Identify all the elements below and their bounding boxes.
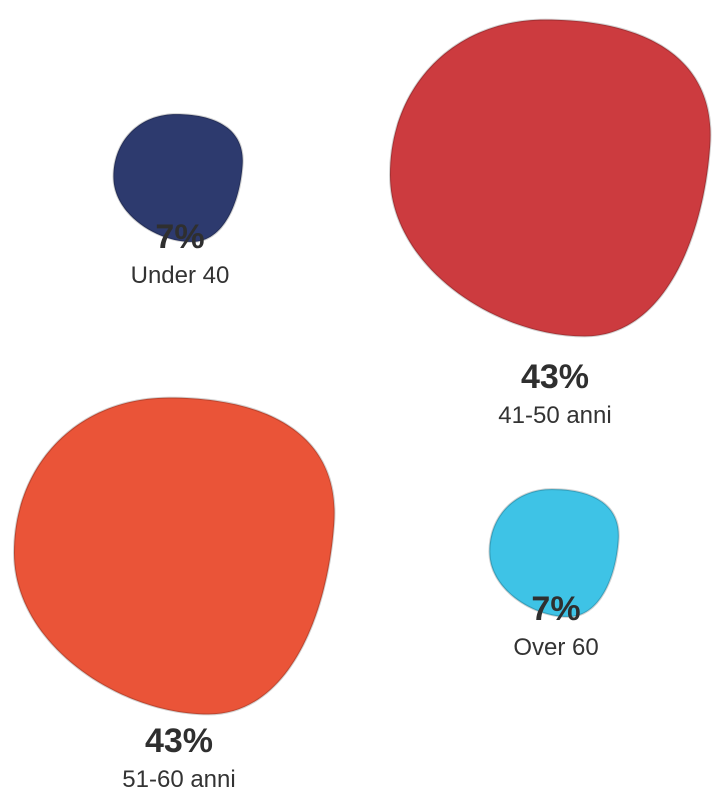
bubble-41-50 [388,18,712,338]
category-label-under-40: Under 40 [131,262,230,289]
category-label-41-50: 41-50 anni [498,402,611,429]
category-label-51-60: 51-60 anni [122,766,235,792]
value-label-41-50: 43% [521,358,589,396]
bubble-group-41-50: 43% 41-50 anni [388,18,712,429]
bubble-under-40 [112,113,244,243]
bubble-group-51-60: 43% 51-60 anni [12,396,336,792]
bubble-51-60 [12,396,336,716]
value-label-over-60: 7% [531,590,580,628]
bubble-over-60 [488,488,620,618]
bubble-group-over-60: 7% Over 60 [488,488,620,661]
value-label-51-60: 43% [145,722,213,760]
value-label-under-40: 7% [155,218,204,256]
category-label-over-60: Over 60 [513,634,598,661]
bubble-group-under-40: 7% Under 40 [112,113,244,289]
